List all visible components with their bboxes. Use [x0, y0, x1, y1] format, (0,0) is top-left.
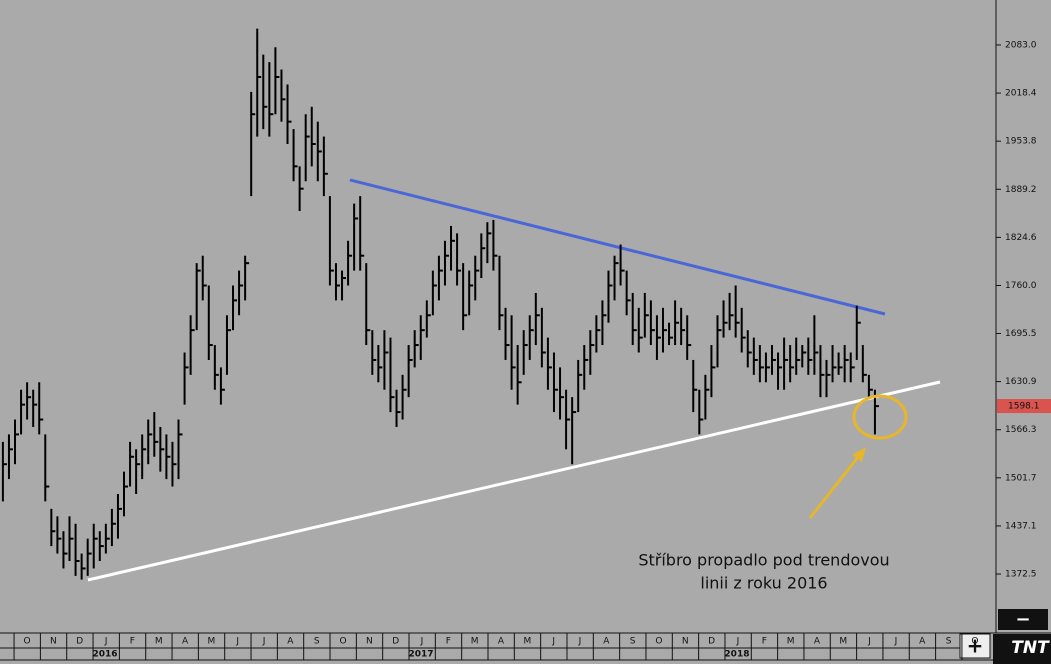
zoom-out-label: − [1015, 609, 1030, 630]
x-tick-label: A [603, 637, 610, 647]
x-tick-label: O [971, 637, 978, 647]
x-tick-label: N [682, 637, 689, 647]
x-tick-label: M [155, 637, 163, 647]
y-tick-label: 1372.5 [1005, 570, 1037, 580]
annotation-line: Stříbro propadlo pod trendovou [638, 551, 889, 570]
y-tick-label: 2018.4 [1005, 89, 1037, 99]
x-tick-label: S [946, 637, 952, 647]
x-tick-label: S [630, 637, 636, 647]
x-tick-label: A [919, 637, 926, 647]
x-tick-label: J [894, 637, 898, 647]
logo: TNT [1011, 638, 1050, 658]
y-tick-label: 1824.6 [1005, 233, 1037, 243]
logo-box [993, 634, 1051, 664]
last-price-tag [997, 399, 1051, 414]
y-tick-label: 1630.9 [1005, 377, 1037, 387]
x-tick-label: O [24, 637, 31, 647]
x-tick-label: M [523, 637, 531, 647]
x-tick-label: M [787, 637, 795, 647]
x-tick-label: D [76, 637, 83, 647]
highlight-circle [852, 394, 908, 440]
x-tick-label: A [182, 637, 189, 647]
x-tick-label: J [736, 637, 740, 647]
last-price-label: 1598.1 [1008, 402, 1040, 412]
annotation-line: linii z roku 2016 [700, 574, 827, 593]
x-tick-label: M [471, 637, 479, 647]
year-label: 2016 [93, 650, 118, 660]
zoom-out-button[interactable] [998, 609, 1048, 630]
x-tick-label: D [392, 637, 399, 647]
y-tick-label: 1695.5 [1005, 329, 1037, 339]
x-tick-label: J [420, 637, 424, 647]
x-tick-label: N [50, 637, 57, 647]
x-tick-label: N [366, 637, 373, 647]
y-tick-label: 2083.0 [1005, 40, 1037, 50]
x-tick-label: O [339, 637, 346, 647]
y-tick-label: 1889.2 [1005, 185, 1037, 195]
x-tick-label: M [839, 637, 847, 647]
x-tick-label: F [130, 637, 135, 647]
x-tick-label: M [207, 637, 215, 647]
zoom-in-button[interactable] [959, 633, 991, 659]
x-tick-label: J [235, 637, 239, 647]
y-tick-label: 1953.8 [1005, 137, 1037, 147]
year-label: 2018 [724, 650, 749, 660]
year-label: 2017 [408, 650, 433, 660]
x-tick-label: D [708, 637, 715, 647]
y-tick-label: 1760.0 [1005, 281, 1037, 291]
x-tick-label: F [446, 637, 451, 647]
x-tick-label: J [262, 637, 266, 647]
trendline [349, 178, 886, 316]
x-tick-label: J [578, 637, 582, 647]
y-tick-label: 1437.1 [1005, 521, 1037, 531]
y-tick-label: 1566.3 [1005, 425, 1037, 435]
zoom-in-label: + [967, 634, 984, 658]
x-tick-label: J [867, 637, 871, 647]
y-tick-label: 1501.7 [1005, 473, 1037, 483]
arrow-shaft [808, 451, 864, 519]
x-tick-label: J [104, 637, 108, 647]
arrow-head [852, 447, 866, 462]
x-tick-label: O [655, 637, 662, 647]
x-tick-label: A [814, 637, 821, 647]
plot-area [1, 28, 941, 582]
x-tick-label: J [551, 637, 555, 647]
x-tick-label: A [498, 637, 505, 647]
x-tick-label: A [287, 637, 294, 647]
x-tick-label: F [762, 637, 767, 647]
trendline [87, 380, 941, 582]
x-tick-label: S [314, 637, 320, 647]
